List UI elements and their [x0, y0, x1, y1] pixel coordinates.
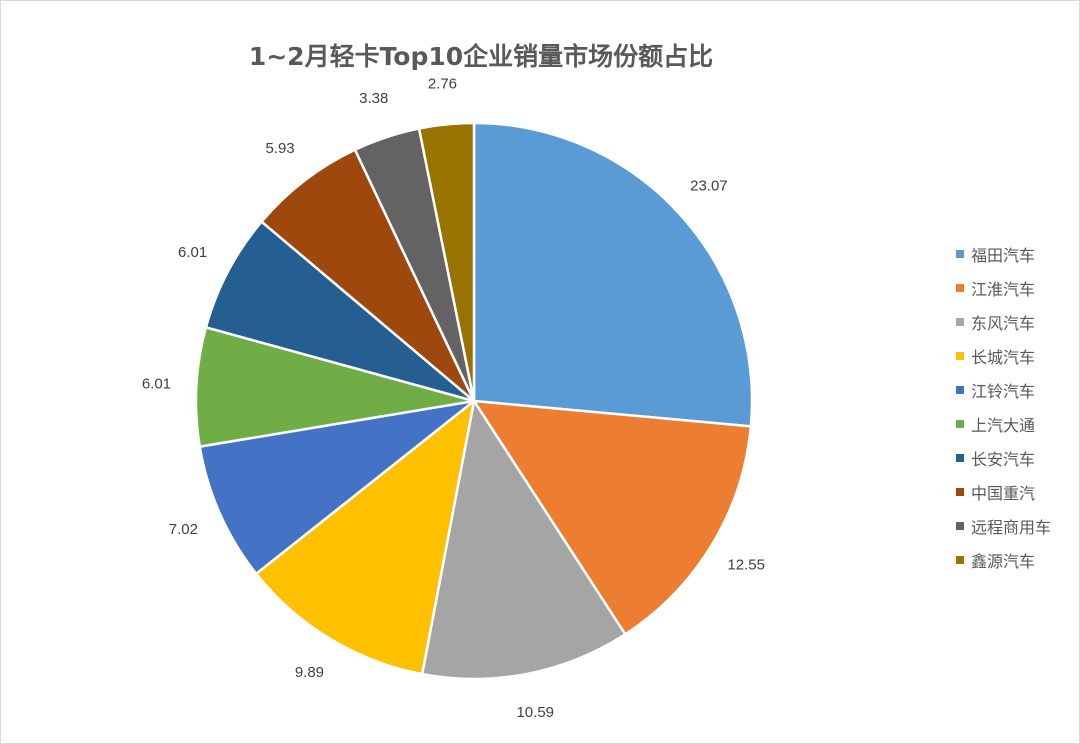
data-label-9: 3.38: [359, 90, 388, 107]
legend-item-3: 东风汽车: [956, 305, 1076, 339]
pie-slice-3: [420, 399, 627, 681]
legend-swatch: [956, 352, 964, 360]
pie-slice-6: [194, 326, 476, 448]
legend-label: 东风汽车: [971, 314, 1036, 333]
legend-item-9: 远程商用车: [956, 509, 1076, 543]
data-label-8: 5.93: [265, 140, 294, 157]
pie-slice-4: [254, 399, 476, 676]
legend-item-2: 江淮汽车: [956, 271, 1076, 305]
data-label-6: 6.01: [142, 376, 171, 393]
legend-swatch: [956, 488, 964, 496]
pie-slice-8: [260, 148, 476, 403]
legend-label: 江淮汽车: [971, 280, 1036, 299]
pie-slice-5: [198, 399, 476, 576]
legend-label: 长安汽车: [971, 450, 1036, 469]
legend-label: 长城汽车: [971, 348, 1036, 367]
legend-swatch: [956, 250, 964, 258]
legend-item-4: 长城汽车: [956, 339, 1076, 373]
legend-swatch: [956, 284, 964, 292]
legend-label: 远程商用车: [971, 518, 1052, 537]
pie-slice-7: [204, 220, 476, 403]
legend-item-1: 福田汽车: [956, 237, 1076, 271]
legend-swatch: [956, 556, 964, 564]
data-label-1: 23.07: [690, 178, 728, 195]
legend-label: 上汽大通: [971, 416, 1036, 435]
legend-swatch: [956, 420, 964, 428]
data-label-5: 7.02: [169, 521, 198, 538]
pie-slice-10: [417, 121, 476, 403]
data-label-3: 10.59: [516, 704, 554, 721]
data-label-4: 9.89: [295, 664, 324, 681]
legend-swatch: [956, 318, 964, 326]
legend-swatch: [956, 522, 964, 530]
legend-item-7: 长安汽车: [956, 441, 1076, 475]
pie-slices: [194, 121, 754, 681]
pie-slice-2: [472, 399, 753, 636]
legend-item-5: 江铃汽车: [956, 373, 1076, 407]
legend-label: 江铃汽车: [971, 382, 1036, 401]
chart-title: 1~2月轻卡Top10企业销量市场份额占比: [248, 42, 714, 71]
data-label-2: 12.55: [727, 556, 765, 573]
legend-label: 中国重汽: [971, 484, 1036, 503]
legend-label: 鑫源汽车: [971, 552, 1036, 571]
legend-item-8: 中国重汽: [956, 475, 1076, 509]
legend-swatch: [956, 454, 964, 462]
pie-slice-1: [472, 121, 754, 428]
chart-legend: 福田汽车江淮汽车东风汽车长城汽车江铃汽车上汽大通长安汽车中国重汽远程商用车鑫源汽…: [956, 237, 1076, 577]
legend-item-10: 鑫源汽车: [956, 543, 1076, 577]
data-label-7: 6.01: [178, 244, 207, 261]
legend-item-6: 上汽大通: [956, 407, 1076, 441]
legend-label: 福田汽车: [971, 246, 1036, 265]
legend-swatch: [956, 386, 964, 394]
data-label-10: 2.76: [428, 76, 457, 93]
pie-labels: 23.07 12.55 10.59 9.89 7.02 6.01 6.01 5.93 3.38 2…: [142, 76, 765, 721]
